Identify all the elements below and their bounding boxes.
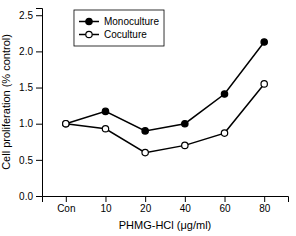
y-tick: 0.5 bbox=[19, 155, 42, 166]
legend-swatch-marker bbox=[86, 31, 92, 37]
series-line bbox=[66, 84, 264, 153]
x-tick: 40 bbox=[180, 196, 192, 214]
x-tick-mark bbox=[185, 196, 186, 202]
y-tick: 1.0 bbox=[19, 118, 42, 129]
x-tick: 80 bbox=[259, 196, 271, 214]
y-tick-mark bbox=[36, 15, 42, 16]
x-tick-mark bbox=[145, 196, 146, 202]
x-tick: Con bbox=[57, 196, 75, 214]
legend-label: Coculture bbox=[104, 29, 147, 40]
point bbox=[63, 120, 69, 126]
y-tick-mark bbox=[36, 196, 42, 197]
y-tick-mark bbox=[36, 124, 42, 125]
x-axis: Con 10 20 40 60 80 bbox=[43, 196, 289, 214]
y-axis-line bbox=[36, 9, 43, 197]
legend-frame bbox=[74, 10, 164, 46]
y-tick-label: 0.5 bbox=[19, 155, 33, 166]
x-axis-title: PHMG-HCl (μg/ml) bbox=[119, 219, 212, 231]
x-tick: 20 bbox=[140, 196, 152, 214]
y-tick: 2.5 bbox=[19, 10, 42, 21]
x-tick-mark bbox=[264, 196, 265, 202]
plot: 0.0 0.5 1.0 1.5 2.0 2.5 Con 10 20 40 60 80 PHMG-HCl … bbox=[0, 9, 289, 232]
point bbox=[142, 128, 148, 134]
y-tick-label: 0.0 bbox=[19, 191, 33, 202]
legend-item: Monoculture bbox=[79, 16, 159, 27]
point bbox=[261, 39, 267, 45]
y-tick: 0.0 bbox=[19, 191, 42, 202]
x-tick-mark bbox=[225, 196, 226, 202]
point bbox=[261, 81, 267, 87]
y-tick-label: 1.0 bbox=[19, 118, 33, 129]
point bbox=[63, 120, 69, 126]
y-axis: 0.0 0.5 1.0 1.5 2.0 2.5 bbox=[19, 9, 42, 202]
x-tick: 10 bbox=[100, 196, 112, 214]
point bbox=[182, 142, 188, 148]
x-tick-label: 10 bbox=[100, 203, 112, 214]
legend: Monoculture Coculture bbox=[74, 10, 164, 46]
y-tick: 1.5 bbox=[19, 82, 42, 93]
x-axis-line bbox=[43, 197, 289, 203]
y-tick-mark bbox=[36, 51, 42, 52]
legend-swatch-marker bbox=[86, 18, 92, 24]
y-tick: 2.0 bbox=[19, 46, 42, 57]
legend-label: Monoculture bbox=[104, 16, 159, 27]
x-tick: 60 bbox=[219, 196, 231, 214]
point bbox=[221, 130, 227, 136]
marks bbox=[63, 39, 268, 156]
legend-item: Coculture bbox=[79, 29, 147, 40]
x-tick-label: 20 bbox=[140, 203, 152, 214]
point bbox=[182, 120, 188, 126]
point bbox=[102, 126, 108, 132]
x-tick-mark bbox=[105, 196, 106, 202]
y-tick-label: 1.5 bbox=[19, 82, 33, 93]
chart: 0.0 0.5 1.0 1.5 2.0 2.5 Con 10 20 40 60 80 PHMG-HCl … bbox=[0, 0, 296, 236]
point bbox=[102, 108, 108, 114]
x-tick-label: Con bbox=[57, 203, 75, 214]
x-tick-label: 40 bbox=[180, 203, 192, 214]
y-tick-mark bbox=[36, 88, 42, 89]
x-tick-label: 80 bbox=[259, 203, 271, 214]
y-tick-label: 2.0 bbox=[19, 46, 33, 57]
point bbox=[142, 149, 148, 155]
y-tick-label: 2.5 bbox=[19, 10, 33, 21]
point bbox=[221, 91, 227, 97]
x-tick-mark bbox=[66, 196, 67, 202]
y-tick-mark bbox=[36, 160, 42, 161]
y-axis-title: Cell proliferation (% control) bbox=[0, 34, 12, 170]
series-line bbox=[66, 42, 264, 131]
x-tick-label: 60 bbox=[219, 203, 231, 214]
